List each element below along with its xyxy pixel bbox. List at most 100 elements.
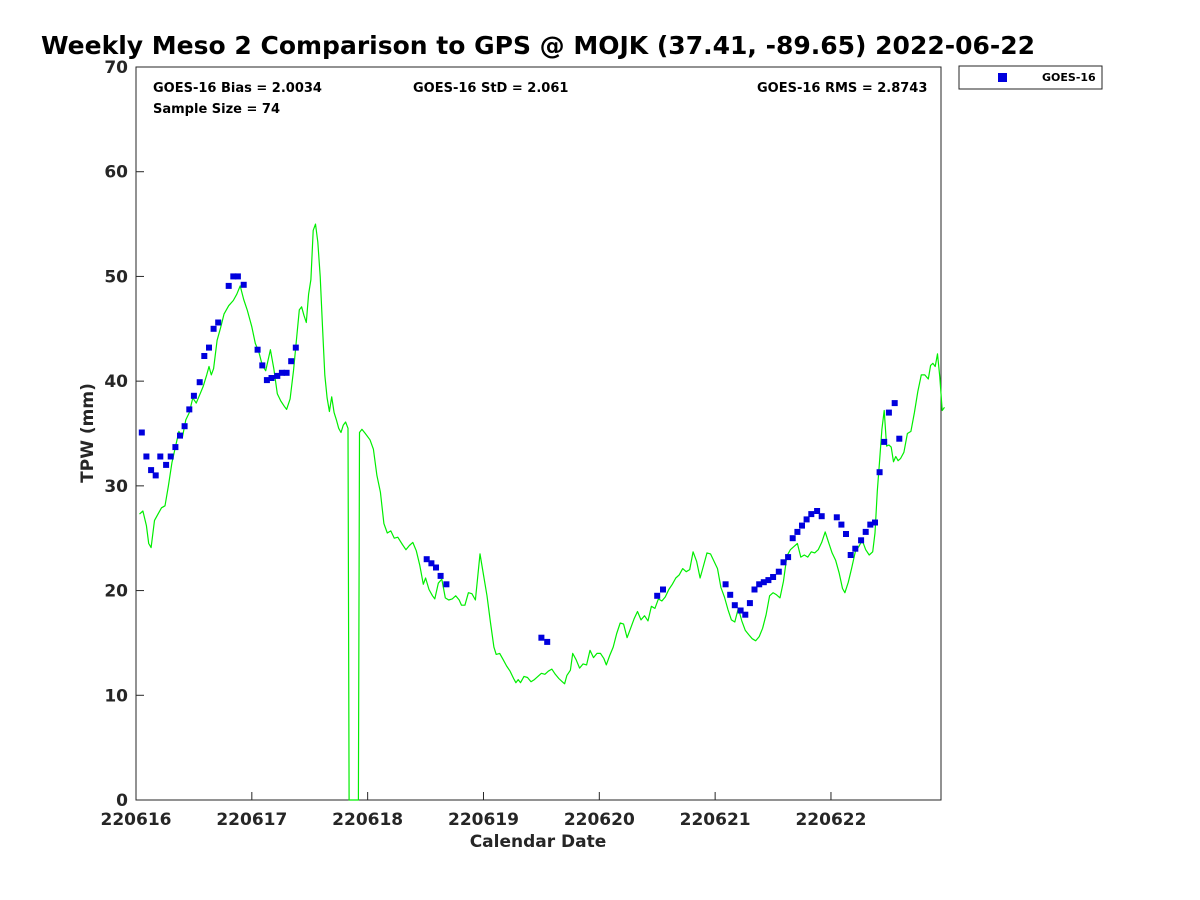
data-point-goes16 [794, 528, 801, 535]
data-point-goes16 [177, 432, 183, 439]
data-point-goes16 [283, 369, 290, 376]
data-point-goes16 [751, 586, 758, 593]
data-point-goes16 [799, 522, 805, 529]
x-tick-label: 220617 [216, 810, 287, 830]
axes-frame [135, 66, 942, 801]
legend-box [958, 65, 1103, 90]
data-point-goes16 [843, 531, 849, 537]
data-point-goes16 [896, 435, 903, 442]
y-tick-label: 50 [104, 267, 128, 287]
data-point-goes16 [190, 392, 197, 399]
y-tick-label: 60 [104, 163, 128, 183]
data-point-goes16 [833, 514, 840, 521]
data-point-goes16 [885, 409, 892, 416]
axis-ticks: 0 10 20 30 40 50 60 70 220616 220617 220618 220619 2… [101, 58, 867, 830]
data-point-goes16 [423, 556, 430, 563]
data-point-goes16 [254, 346, 261, 353]
data-point-goes16 [544, 638, 551, 645]
data-point-goes16 [770, 574, 777, 580]
data-point-goes16 [259, 362, 266, 369]
data-point-goes16 [765, 577, 772, 584]
data-point-goes16 [789, 535, 796, 542]
data-point-goes16 [660, 586, 666, 593]
data-point-goes16 [538, 634, 545, 641]
data-point-goes16 [722, 581, 729, 588]
x-tick-label: 220616 [101, 810, 172, 830]
data-point-goes16 [742, 611, 749, 618]
data-point-goes16 [157, 453, 164, 460]
data-point-goes16 [814, 508, 821, 514]
legend-label-goes16: GOES-16 [1042, 71, 1096, 84]
data-point-goes16 [433, 564, 439, 571]
data-point-goes16 [852, 545, 859, 552]
data-point-goes16 [206, 344, 212, 351]
y-tick-label: 10 [104, 686, 128, 706]
data-point-goes16 [862, 528, 869, 535]
data-point-goes16 [288, 358, 295, 365]
plot-area: 0 10 20 30 40 50 60 70 220616 220617 220618 220619 2… [101, 58, 945, 830]
y-tick-label: 30 [104, 477, 128, 497]
data-point-goes16 [818, 513, 825, 520]
legend-marker-goes16 [998, 73, 1007, 82]
data-point-goes16 [808, 511, 815, 518]
x-tick-label: 220619 [448, 810, 519, 830]
x-tick-label: 220621 [680, 810, 751, 830]
data-point-goes16 [437, 572, 444, 579]
data-point-goes16 [278, 369, 285, 376]
data-point-goes16 [230, 273, 237, 280]
y-tick-label: 20 [104, 582, 128, 602]
data-point-goes16 [152, 472, 159, 479]
data-point-goes16 [215, 319, 222, 326]
data-point-goes16 [263, 377, 270, 384]
data-point-goes16 [210, 325, 217, 332]
data-point-goes16 [148, 467, 155, 474]
data-point-goes16 [292, 344, 299, 351]
data-point-goes16 [803, 516, 810, 523]
data-point-goes16 [876, 469, 883, 476]
data-point-goes16 [858, 537, 865, 544]
data-point-goes16 [654, 592, 661, 599]
data-point-goes16 [838, 521, 845, 528]
data-point-goes16 [737, 607, 744, 614]
data-point-goes16 [775, 568, 782, 575]
data-point-goes16 [756, 581, 763, 588]
y-tick-label: 40 [104, 372, 128, 392]
x-tick-label: 220618 [332, 810, 403, 830]
data-point-goes16 [443, 581, 450, 588]
x-tick-label: 220622 [795, 810, 866, 830]
stat-bias: GOES-16 Bias = 2.0034 [153, 81, 322, 96]
chart-title: Weekly Meso 2 Comparison to GPS @ MOJK (… [41, 31, 1035, 60]
data-point-goes16 [225, 282, 232, 289]
data-point-goes16 [143, 453, 150, 460]
data-point-goes16 [181, 423, 188, 430]
data-point-goes16 [274, 372, 281, 379]
data-point-goes16 [785, 554, 792, 561]
data-point-goes16 [847, 552, 854, 558]
data-point-goes16 [881, 438, 888, 445]
data-point-goes16 [760, 579, 767, 586]
y-tick-label: 0 [116, 791, 128, 811]
data-point-goes16 [172, 444, 179, 451]
stat-rms: GOES-16 RMS = 2.8743 [757, 81, 927, 96]
data-point-goes16 [240, 281, 247, 288]
x-tick-label: 220620 [564, 810, 635, 830]
data-point-goes16 [138, 429, 145, 436]
data-point-goes16 [780, 559, 787, 566]
data-point-goes16 [186, 406, 193, 413]
legend: GOES-16 [958, 65, 1103, 90]
data-point-goes16 [428, 560, 435, 567]
series-line-gps [139, 223, 945, 801]
data-point-goes16 [731, 602, 738, 609]
x-axis-label: Calendar Date [470, 832, 607, 852]
data-point-goes16 [872, 519, 878, 526]
data-point-goes16 [167, 453, 174, 460]
data-point-goes16 [234, 273, 241, 280]
data-point-goes16 [163, 461, 170, 468]
data-point-goes16 [746, 600, 753, 607]
data-point-goes16 [196, 379, 203, 386]
data-point-goes16 [727, 591, 734, 598]
data-point-goes16 [867, 521, 874, 528]
y-tick-label: 70 [104, 58, 128, 78]
